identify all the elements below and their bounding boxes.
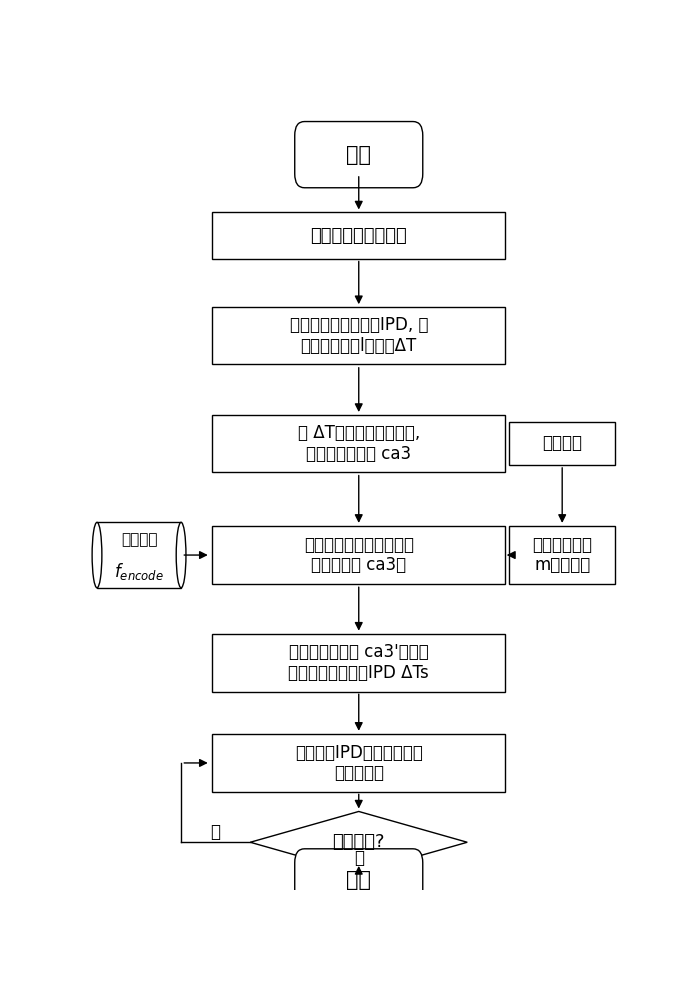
Text: 对 ΔT进行三级小波分解,
得到其近似系数 ca3: 对 ΔT进行三级小波分解, 得到其近似系数 ca3 — [298, 424, 420, 463]
Bar — [212, 734, 505, 792]
Polygon shape — [251, 811, 468, 873]
Text: 编码函数: 编码函数 — [121, 532, 158, 547]
FancyBboxPatch shape — [295, 122, 423, 188]
Text: 采用奇偶量化法，将秘密
比特调制到 ca3中: 采用奇偶量化法，将秘密 比特调制到 ca3中 — [304, 536, 414, 574]
Text: $f_{encode}$: $f_{encode}$ — [114, 561, 164, 582]
Text: 秘密消息: 秘密消息 — [542, 434, 582, 452]
Bar — [97, 522, 181, 588]
FancyBboxPatch shape — [295, 849, 423, 911]
Ellipse shape — [92, 522, 102, 588]
Bar — [212, 526, 505, 584]
Ellipse shape — [176, 522, 186, 588]
Bar — [212, 415, 505, 472]
Text: 否: 否 — [210, 823, 220, 841]
Text: 对修改后的系数 ca3'进行小
波重构，获得含秘IPD ΔTs: 对修改后的系数 ca3'进行小 波重构，获得含秘IPD ΔTs — [288, 643, 429, 682]
Text: 根据新的IPD发送网络数据
包至接收端: 根据新的IPD发送网络数据 包至接收端 — [295, 744, 423, 782]
Text: 采集正常网络数据流: 采集正常网络数据流 — [310, 227, 407, 244]
Text: 是: 是 — [354, 849, 364, 867]
Bar — [212, 634, 505, 692]
Text: 根据时间戳提取正常IPD, 并
划分为大小为l的分段ΔT: 根据时间戳提取正常IPD, 并 划分为大小为l的分段ΔT — [290, 316, 428, 355]
Bar — [212, 307, 505, 364]
Text: 划分为大小为
m的比特串: 划分为大小为 m的比特串 — [532, 536, 592, 574]
Bar — [212, 212, 505, 259]
Bar — [510, 422, 615, 465]
Text: 结束: 结束 — [346, 870, 371, 890]
Text: 开始: 开始 — [346, 145, 371, 165]
Bar — [510, 526, 615, 584]
Text: 发送完毕?: 发送完毕? — [332, 833, 385, 851]
